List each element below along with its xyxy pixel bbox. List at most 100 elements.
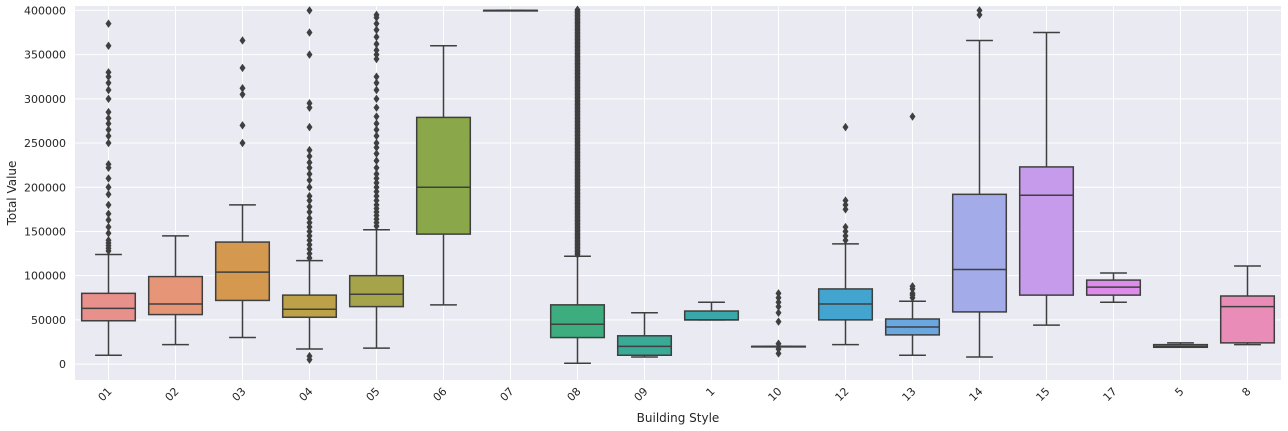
box-02 bbox=[147, 235, 204, 346]
y-tick-label: 150000 bbox=[24, 225, 66, 238]
x-tick-label: 8 bbox=[1239, 385, 1253, 399]
box-iqr bbox=[281, 294, 338, 318]
outlier-point bbox=[306, 218, 313, 227]
x-tick-label: 13 bbox=[900, 385, 919, 404]
box-01 bbox=[80, 19, 137, 356]
box-1 bbox=[683, 301, 740, 321]
outlier-point bbox=[373, 149, 380, 158]
outlier-point bbox=[306, 196, 313, 205]
box-iqr bbox=[214, 241, 271, 302]
outlier-point bbox=[373, 112, 380, 121]
outlier-point bbox=[306, 152, 313, 161]
x-tick-label: 01 bbox=[96, 385, 115, 404]
outlier-point bbox=[373, 196, 380, 205]
x-tick-label: 5 bbox=[1172, 385, 1186, 399]
outlier-point bbox=[239, 138, 246, 148]
outlier-point bbox=[909, 282, 916, 291]
outlier-point bbox=[306, 351, 313, 361]
outlier-point bbox=[373, 174, 380, 183]
outlier-point bbox=[105, 114, 112, 123]
outlier-point bbox=[775, 302, 782, 311]
outlier-point bbox=[306, 103, 313, 112]
outlier-point bbox=[306, 253, 313, 263]
box-10 bbox=[750, 289, 807, 358]
outlier-point bbox=[105, 229, 112, 238]
box-iqr bbox=[147, 275, 204, 316]
outlier-point bbox=[373, 138, 380, 148]
y-tick-label: 50000 bbox=[31, 314, 66, 327]
y-tick-label: 350000 bbox=[24, 49, 66, 62]
x-tick-labels: 01 02 03 04 05 06 07 08 09 1 10 12 13 14 15 17 5 8 bbox=[96, 385, 1254, 404]
outlier-point bbox=[306, 202, 313, 211]
outlier-point bbox=[105, 41, 112, 50]
box-05 bbox=[348, 10, 405, 349]
box-09 bbox=[616, 312, 673, 358]
outlier-point bbox=[373, 187, 380, 196]
outlier-point bbox=[105, 236, 112, 245]
box-iqr bbox=[683, 310, 740, 321]
x-tick-label: 03 bbox=[230, 385, 249, 404]
outlier-point bbox=[105, 107, 112, 117]
box-03 bbox=[214, 36, 271, 339]
outlier-point bbox=[105, 78, 112, 88]
outlier-point bbox=[373, 78, 380, 88]
outlier-point bbox=[105, 119, 112, 128]
outlier-point bbox=[306, 99, 313, 108]
outlier-point bbox=[306, 28, 313, 37]
outlier-point bbox=[306, 244, 313, 254]
box-iqr bbox=[348, 274, 405, 308]
box-06 bbox=[415, 45, 472, 306]
outlier-point bbox=[775, 317, 782, 326]
outlier-point bbox=[105, 94, 112, 104]
outlier-point bbox=[239, 36, 246, 45]
outlier-point bbox=[373, 169, 380, 179]
y-tick-label: 100000 bbox=[24, 270, 66, 283]
x-tick-label: 05 bbox=[364, 385, 383, 404]
outlier-point bbox=[306, 158, 313, 167]
outlier-point bbox=[306, 191, 313, 201]
box-iqr bbox=[1219, 295, 1276, 344]
outlier-point bbox=[105, 190, 112, 199]
outlier-point bbox=[306, 227, 313, 236]
outlier-point bbox=[775, 349, 782, 358]
box-5 bbox=[1152, 342, 1209, 349]
outlier-point bbox=[306, 163, 313, 173]
outlier-point bbox=[373, 32, 380, 42]
outlier-point bbox=[373, 10, 380, 20]
outlier-point bbox=[105, 131, 112, 141]
x-tick-label: 17 bbox=[1101, 385, 1120, 404]
outlier-point bbox=[105, 160, 112, 169]
outlier-point bbox=[306, 231, 313, 241]
outlier-point bbox=[306, 50, 313, 59]
outlier-point bbox=[909, 289, 916, 298]
outlier-point bbox=[306, 183, 313, 192]
outlier-point bbox=[373, 85, 380, 95]
outlier-point bbox=[373, 125, 380, 134]
outlier-point bbox=[306, 213, 313, 223]
outlier-point bbox=[373, 178, 380, 188]
box-17 bbox=[1085, 272, 1142, 303]
y-tick-labels: 0 50000 100000 150000 200000 250000 300000 3500… bbox=[24, 4, 66, 371]
x-tick-label: 08 bbox=[565, 385, 584, 404]
box-07 bbox=[482, 9, 539, 12]
x-tick-label: 15 bbox=[1034, 385, 1053, 404]
outlier-point bbox=[306, 207, 313, 217]
outlier-point bbox=[105, 125, 112, 134]
outlier-point bbox=[842, 122, 849, 132]
outlier-point bbox=[775, 293, 782, 302]
outlier-point bbox=[105, 19, 112, 28]
plot-area bbox=[75, 6, 1281, 380]
y-tick-label: 400000 bbox=[24, 4, 66, 17]
outlier-point bbox=[373, 163, 380, 173]
outlier-point bbox=[842, 196, 849, 205]
outlier-point bbox=[239, 84, 246, 93]
outlier-point bbox=[842, 236, 849, 245]
x-tick-label: 09 bbox=[632, 385, 651, 404]
y-tick-label: 300000 bbox=[24, 93, 66, 106]
box-iqr bbox=[616, 335, 673, 356]
box-04 bbox=[281, 6, 338, 364]
x-tick-label: 10 bbox=[766, 385, 785, 404]
box-iqr bbox=[549, 304, 606, 339]
outlier-point bbox=[842, 200, 849, 210]
